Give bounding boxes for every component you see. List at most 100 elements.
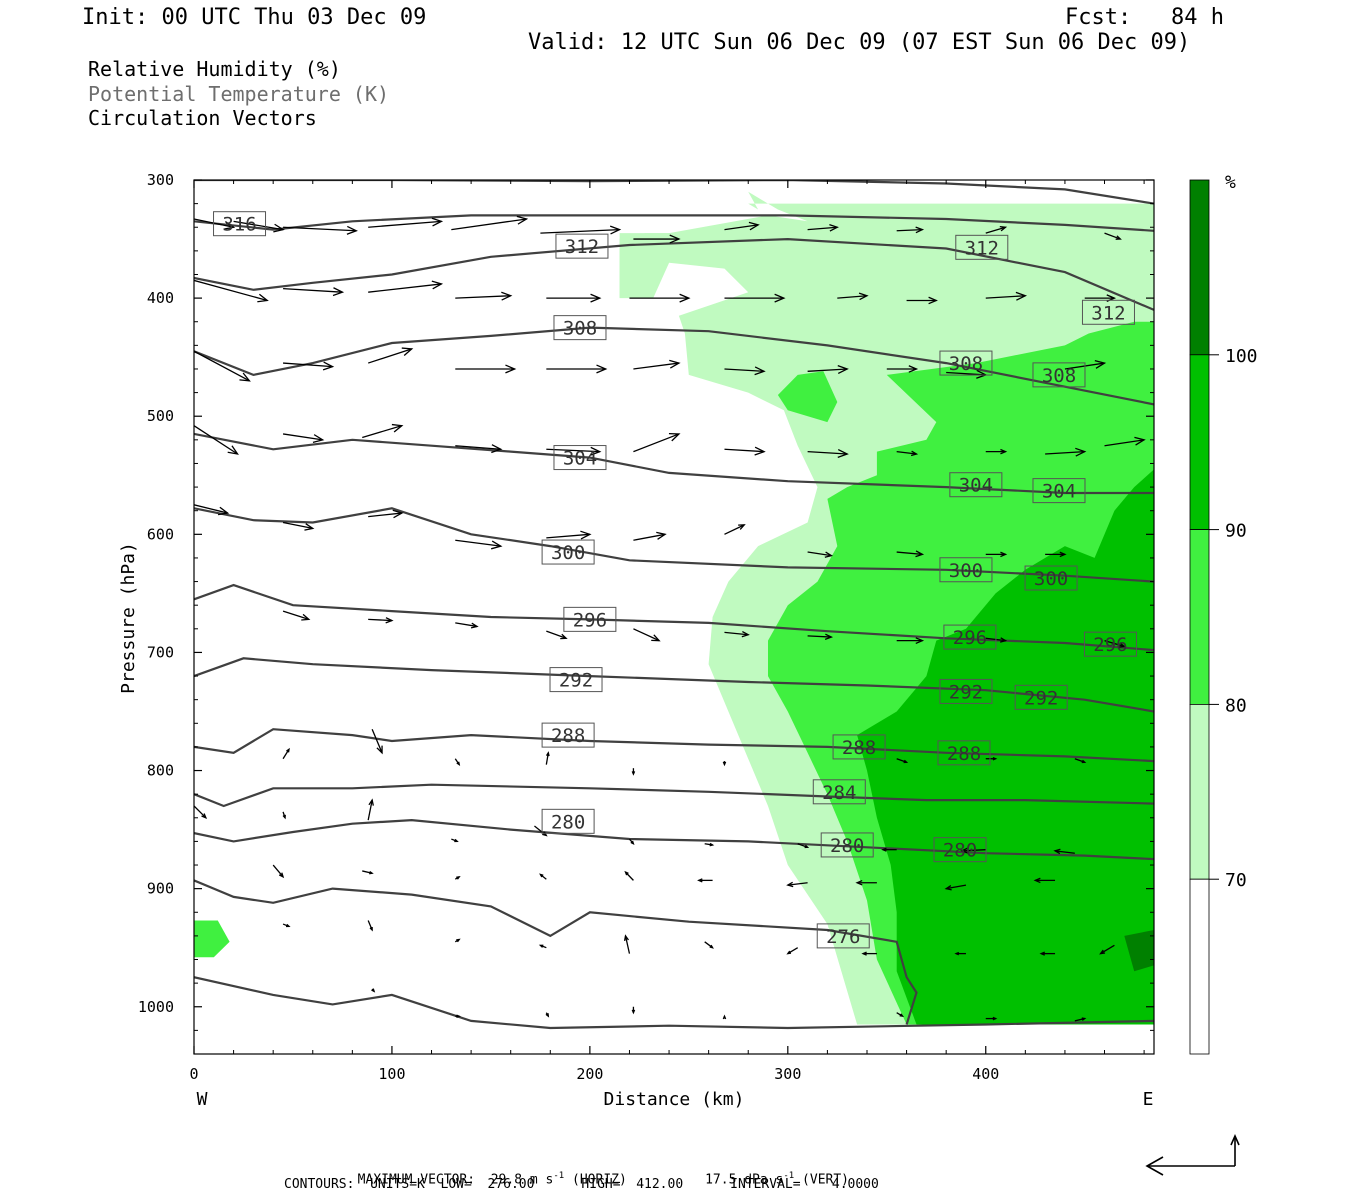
circulation-vector-70: [545, 751, 550, 765]
circulation-vector-12: [194, 279, 269, 303]
circulation-vector-114: [985, 1016, 998, 1021]
circulation-vector-36: [362, 423, 404, 439]
colorbar-label-90: 90: [1225, 521, 1247, 542]
contour-label-280-25: 280: [933, 837, 987, 863]
svg-text:312: 312: [1091, 302, 1125, 324]
circulation-vector-38: [546, 446, 602, 456]
y-tick-label-1000: 1000: [138, 998, 174, 1016]
circulation-vector-103: [786, 947, 799, 955]
svg-text:304: 304: [1042, 481, 1076, 503]
contour-label-308-4: 308: [553, 315, 607, 341]
contour-label-292-17: 292: [939, 678, 993, 704]
circulation-vector-100: [538, 944, 547, 949]
circulation-vector-113: [896, 1012, 905, 1018]
circulation-vector-10: [985, 225, 1008, 234]
circulation-vector-89: [454, 875, 461, 880]
circulation-vector-2: [283, 225, 358, 235]
circulation-vector-90: [539, 873, 547, 880]
circulation-vector-82: [704, 842, 715, 847]
y-tick-label-600: 600: [147, 525, 174, 543]
rh-region-80-4: [194, 920, 230, 958]
circulation-vector-71: [631, 768, 636, 776]
circulation-vector-55: [985, 551, 1008, 558]
y-tick-label-900: 900: [147, 880, 174, 898]
circulation-vector-14: [368, 280, 444, 293]
circulation-vector-76: [194, 805, 208, 819]
horiz-tag: (HORIZ): [572, 1172, 627, 1188]
circulation-vector-13: [283, 287, 345, 297]
circulation-vector-94: [855, 879, 877, 886]
circulation-vector-57: [282, 610, 311, 621]
circulation-vector-98: [367, 920, 373, 932]
circulation-vector-53: [807, 551, 834, 558]
circulation-vector-23: [194, 350, 251, 382]
circulation-vector-7: [724, 221, 760, 231]
circulation-vector-42: [896, 450, 919, 457]
circulation-vector-3: [368, 217, 444, 228]
vert-tag: (VERT): [802, 1172, 850, 1188]
colorbar-unit: %: [1225, 172, 1236, 193]
rh-region-80-3: [777, 371, 838, 423]
colorbar-label-70: 70: [1225, 870, 1247, 891]
circulation-vector-105: [954, 951, 966, 956]
circulation-vector-54: [896, 550, 925, 558]
circulation-vector-78: [367, 798, 374, 821]
contour-label-276-26: 276: [816, 923, 870, 949]
circulation-vector-85: [960, 847, 986, 854]
rh-region-100-6: [1124, 930, 1154, 972]
max-vector-vert: 17.5 dPa s: [705, 1172, 784, 1188]
circulation-vector-6: [633, 234, 681, 244]
legend-vectors: Circulation Vectors: [88, 106, 317, 130]
circulation-vector-26: [455, 364, 517, 374]
contour-label-layer: 316 312 312 312 308 308 308 304 304 304 300 300 300 2…: [213, 211, 1137, 949]
isentrope-288-8: [194, 728, 1154, 763]
colorbar: 100 90 80 70: [1189, 179, 1258, 1055]
y-axis-label: Pressure (hPa): [118, 542, 139, 694]
circulation-vector-61: [633, 628, 661, 642]
isentrope-296-6: [194, 583, 1154, 652]
circulation-vector-111: [631, 1006, 636, 1015]
svg-text:304: 304: [959, 475, 993, 497]
x-tick-label-0: 0: [189, 1065, 198, 1083]
isentrope-280-10: [194, 818, 1154, 861]
svg-text:308: 308: [563, 318, 597, 340]
isentrope-292-7: [194, 657, 1154, 713]
svg-text:300: 300: [1034, 568, 1068, 590]
x-axis-east-label: E: [1143, 1089, 1154, 1110]
isentrope-272-12: [194, 976, 1154, 1030]
contour-label-308-5: 308: [939, 350, 993, 376]
y-tick-label-800: 800: [147, 762, 174, 780]
isentrope-308-3: [194, 326, 1154, 406]
circulation-vector-29: [724, 366, 766, 376]
circulation-vector-112: [722, 1014, 727, 1020]
contours-info: CONTOURS: UNITS=K LOW= 276.00 HIGH= 412.…: [284, 1177, 879, 1192]
circulation-vector-108: [371, 988, 376, 993]
circulation-vector-31: [886, 365, 919, 373]
colorbar-label-80: 80: [1225, 695, 1247, 716]
circulation-vector-67: [371, 728, 383, 755]
circulation-vector-47: [282, 521, 315, 531]
contour-label-280-24: 280: [820, 832, 874, 858]
contour-label-308-6: 308: [1032, 362, 1086, 388]
x-tick-label-400: 400: [972, 1065, 999, 1083]
circulation-vector-8: [807, 223, 839, 232]
circulation-vector-28: [633, 359, 681, 370]
contour-label-312-3: 312: [1081, 299, 1135, 325]
svg-text:308: 308: [1042, 365, 1076, 387]
svg-text:292: 292: [1024, 687, 1058, 709]
svg-text:276: 276: [826, 926, 860, 948]
contour-label-296-14: 296: [943, 624, 997, 650]
circulation-vector-64: [896, 637, 925, 645]
svg-text:288: 288: [947, 743, 981, 765]
isentrope-300-5: [194, 507, 1154, 583]
circulation-vector-15: [455, 291, 513, 301]
circulation-vector-56: [1045, 551, 1067, 558]
circulation-vector-9: [896, 226, 925, 234]
y-tick-label-400: 400: [147, 289, 174, 307]
circulation-vector-69: [454, 758, 461, 767]
init-time: Init: 00 UTC Thu 03 Dec 09: [82, 5, 427, 30]
svg-text:292: 292: [949, 681, 983, 703]
svg-text:296: 296: [573, 609, 607, 631]
vector-layer: [194, 215, 1146, 1022]
rh-region-90-5: [857, 469, 1154, 1025]
